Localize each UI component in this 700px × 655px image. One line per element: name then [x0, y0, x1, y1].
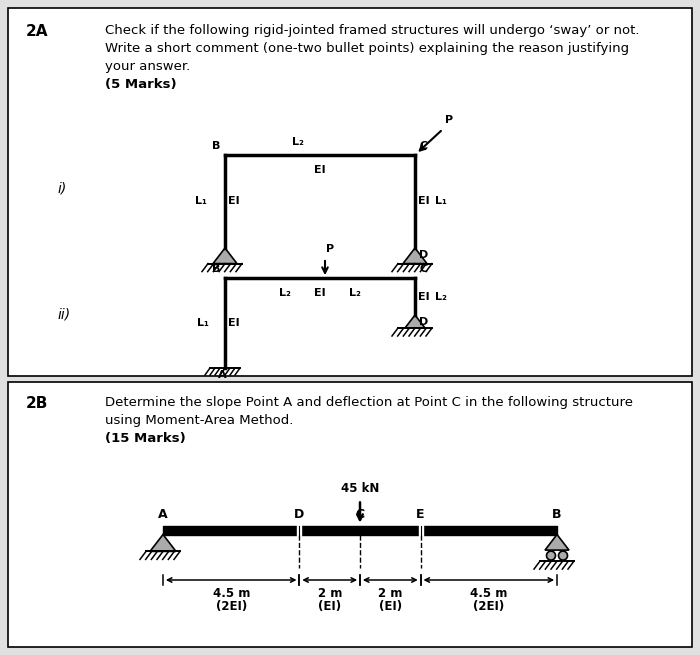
Polygon shape: [545, 534, 569, 550]
Text: E: E: [416, 508, 425, 521]
Text: L₂: L₂: [349, 288, 361, 298]
Text: D: D: [419, 250, 428, 260]
Text: B: B: [552, 508, 561, 521]
FancyBboxPatch shape: [8, 8, 692, 376]
Circle shape: [547, 551, 556, 560]
Text: (2EI): (2EI): [216, 600, 247, 613]
Text: Determine the slope Point A and deflection at Point C in the following structure: Determine the slope Point A and deflecti…: [105, 396, 633, 409]
Text: EI: EI: [314, 288, 326, 298]
Text: 2A: 2A: [26, 24, 48, 39]
Text: i): i): [58, 181, 67, 195]
FancyBboxPatch shape: [8, 382, 692, 647]
Text: B: B: [211, 141, 220, 151]
Text: D: D: [294, 508, 304, 521]
Text: A: A: [158, 508, 168, 521]
Text: C: C: [419, 141, 427, 151]
Text: L₁: L₁: [197, 318, 209, 328]
Text: L₂: L₂: [279, 288, 291, 298]
Text: 4.5 m: 4.5 m: [213, 587, 250, 600]
Text: 2B: 2B: [26, 396, 48, 411]
Text: EI: EI: [228, 196, 239, 206]
Text: 2 m: 2 m: [378, 587, 402, 600]
Text: 4.5 m: 4.5 m: [470, 587, 508, 600]
Text: A: A: [218, 370, 226, 380]
Text: EI: EI: [228, 318, 239, 328]
Text: (15 Marks): (15 Marks): [105, 432, 186, 445]
Text: (2EI): (2EI): [473, 600, 505, 613]
Text: EI: EI: [418, 196, 430, 206]
Text: Write a short comment (one-two bullet points) explaining the reason justifying: Write a short comment (one-two bullet po…: [105, 42, 629, 55]
Text: EI: EI: [418, 291, 430, 301]
Text: L₂: L₂: [435, 291, 447, 301]
Polygon shape: [405, 315, 425, 328]
Text: C: C: [356, 508, 365, 521]
Text: ii): ii): [58, 308, 71, 322]
Text: using Moment-Area Method.: using Moment-Area Method.: [105, 414, 293, 427]
Text: C: C: [419, 264, 427, 274]
Text: 2 m: 2 m: [318, 587, 342, 600]
Text: B: B: [211, 264, 220, 274]
Text: L₁: L₁: [435, 196, 447, 206]
Polygon shape: [213, 248, 237, 263]
Text: Check if the following rigid-jointed framed structures will undergo ‘sway’ or no: Check if the following rigid-jointed fra…: [105, 24, 640, 37]
Text: 45 kN: 45 kN: [341, 483, 379, 495]
Text: L₂: L₂: [292, 137, 304, 147]
Text: EI: EI: [314, 165, 326, 175]
Polygon shape: [150, 534, 176, 552]
Text: (5 Marks): (5 Marks): [105, 78, 176, 91]
Text: L₁: L₁: [195, 196, 207, 206]
Text: (EI): (EI): [318, 600, 342, 613]
Circle shape: [559, 551, 568, 560]
Polygon shape: [403, 248, 427, 263]
Text: P: P: [445, 115, 453, 125]
Text: P: P: [326, 244, 334, 254]
Text: D: D: [419, 317, 428, 327]
Text: (EI): (EI): [379, 600, 402, 613]
Text: your answer.: your answer.: [105, 60, 190, 73]
